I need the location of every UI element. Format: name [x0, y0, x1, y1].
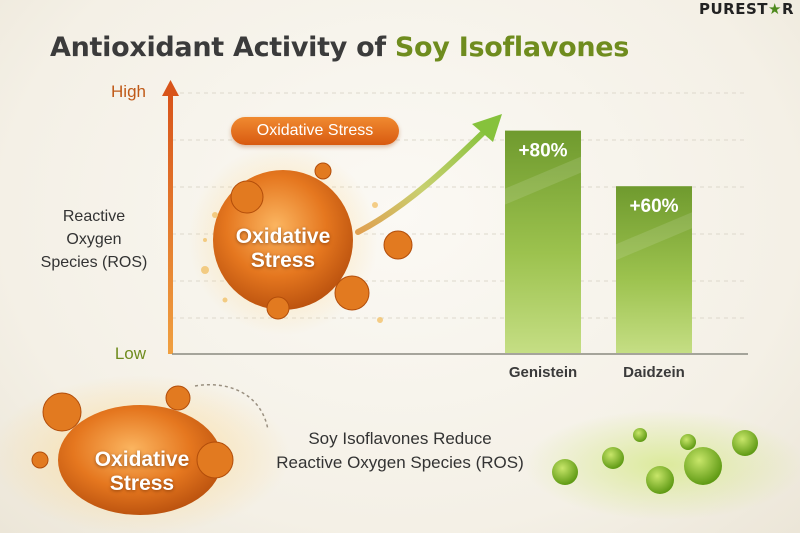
bars: +80% +60% — [505, 130, 692, 353]
y-axis-low-label: Low — [115, 344, 147, 363]
bar-value-label: +60% — [629, 196, 678, 217]
title-prefix: Antioxidant Activity of — [50, 32, 395, 63]
y-axis-arrowhead — [162, 80, 179, 96]
y-axis-label-line: Reactive — [62, 208, 126, 225]
title-highlight: Soy Isoflavones — [394, 32, 630, 63]
bar-highlight — [616, 212, 692, 261]
y-axis-label: Reactive Oxygen Species (ROS) — [40, 205, 148, 274]
oxidative-stress-text-top: Oxidative Stress — [235, 225, 331, 272]
oxidative-stress-illustration-bottom — [0, 375, 290, 533]
page-title: Antioxidant Activity of Soy Isoflavones — [50, 32, 629, 63]
y-axis-label-line: Species (ROS) — [40, 254, 148, 271]
y-axis-high-label: High — [111, 82, 146, 101]
virus-icon — [230, 162, 413, 320]
virus-icon — [31, 385, 234, 479]
caption: Soy Isoflavones Reduce Reactive Oxygen S… — [276, 429, 524, 472]
bar-genistein — [505, 130, 581, 353]
antioxidant-particle-icon — [552, 428, 758, 494]
oxidative-stress-illustration-top — [188, 145, 413, 335]
bar-value-label: +80% — [518, 141, 567, 162]
antioxidant-illustration — [525, 410, 800, 520]
category-label-daidzein: Daidzein — [623, 364, 685, 381]
oxidative-stress-text-bottom: Oxidative Stress — [94, 448, 190, 495]
growth-arrow — [355, 125, 491, 235]
oxidative-stress-badge: Oxidative Stress — [231, 117, 399, 145]
bar-highlight — [505, 156, 581, 205]
brand-logo: PUREST★R — [698, 0, 794, 18]
growth-arrowhead — [472, 114, 502, 142]
category-label-genistein: Genistein — [509, 364, 577, 381]
bar-daidzein — [616, 186, 692, 353]
y-axis-label-line: Oxygen — [66, 231, 122, 248]
y-axis — [168, 92, 173, 354]
